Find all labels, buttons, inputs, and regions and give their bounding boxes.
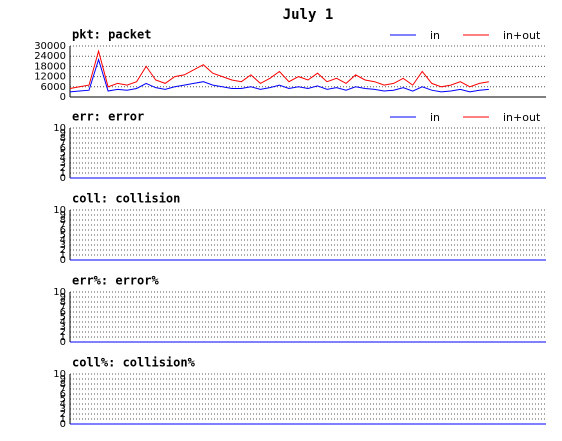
y-tick-label: 10 (53, 287, 66, 298)
y-tick-label: 3 (60, 240, 66, 251)
y-tick-label: 5 (60, 230, 66, 241)
panel-title: pkt: packet (72, 28, 151, 42)
y-tick-label: 8 (60, 297, 66, 308)
y-tick-label: 4 (60, 317, 66, 328)
y-tick-label: 0 (60, 419, 66, 430)
panel-title: err%: error% (72, 274, 159, 288)
panel-title: coll: collision (72, 192, 180, 206)
y-tick-label: 10 (53, 369, 66, 380)
y-tick-label: 30000 (34, 41, 66, 52)
y-tick-label: 7 (60, 384, 66, 395)
y-tick-label: 5 (60, 394, 66, 405)
y-tick-label: 4 (60, 235, 66, 246)
y-tick-label: 10 (53, 205, 66, 216)
y-tick-label: 4 (60, 153, 66, 164)
y-tick-label: 1 (60, 250, 66, 261)
y-tick-label: 3 (60, 404, 66, 415)
y-tick-label: 6 (60, 389, 66, 400)
y-tick-label: 0 (60, 255, 66, 266)
y-tick-label: 9 (60, 128, 66, 139)
y-tick-label: 8 (60, 215, 66, 226)
y-tick-label: 5 (60, 148, 66, 159)
y-tick-label: 9 (60, 292, 66, 303)
y-tick-label: 3 (60, 158, 66, 169)
y-tick-label: 1 (60, 414, 66, 425)
series-line (69, 57, 489, 93)
y-tick-label: 8 (60, 133, 66, 144)
y-tick-label: 9 (60, 210, 66, 221)
y-tick-label: 5 (60, 312, 66, 323)
y-tick-label: 10 (53, 123, 66, 134)
legend-label: in+out (503, 111, 541, 124)
legend-label: in+out (503, 29, 541, 42)
y-tick-label: 0 (60, 92, 66, 103)
y-tick-label: 1 (60, 168, 66, 179)
y-tick-label: 7 (60, 220, 66, 231)
y-tick-label: 2 (60, 163, 66, 174)
y-tick-label: 1 (60, 332, 66, 343)
y-tick-label: 4 (60, 399, 66, 410)
y-tick-label: 8 (60, 379, 66, 390)
y-tick-label: 2 (60, 409, 66, 420)
y-tick-label: 3 (60, 322, 66, 333)
panel-title: coll%: collision% (72, 356, 196, 370)
page-title: July 1 (283, 7, 334, 23)
y-tick-label: 7 (60, 138, 66, 149)
y-tick-label: 12000 (34, 72, 66, 83)
y-tick-label: 0 (60, 173, 66, 184)
panel-title: err: error (72, 110, 144, 124)
y-tick-label: 2 (60, 245, 66, 256)
y-tick-label: 7 (60, 302, 66, 313)
legend-label: in (430, 111, 440, 124)
y-tick-label: 18000 (34, 61, 66, 72)
y-tick-label: 6 (60, 307, 66, 318)
y-tick-label: 0 (60, 337, 66, 348)
y-tick-label: 6 (60, 143, 66, 154)
y-tick-label: 24000 (34, 51, 66, 62)
series-line (69, 49, 489, 89)
y-tick-label: 2 (60, 327, 66, 338)
legend-label: in (430, 29, 440, 42)
y-tick-label: 6 (60, 225, 66, 236)
y-tick-label: 6000 (41, 82, 66, 93)
y-tick-label: 9 (60, 374, 66, 385)
